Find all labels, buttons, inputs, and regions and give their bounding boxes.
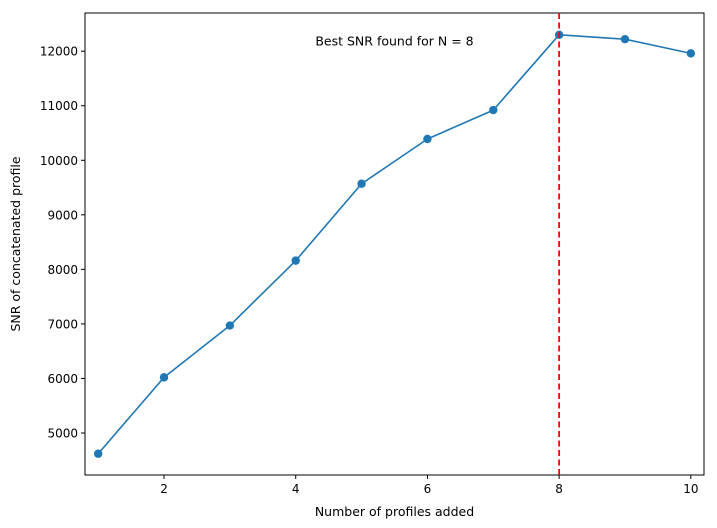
y-axis-title: SNR of concatenated profile (8, 156, 23, 331)
data-point (620, 34, 630, 44)
y-tick-label: 11000 (40, 99, 78, 113)
y-tick-label: 12000 (40, 45, 78, 59)
y-tick-label: 5000 (47, 427, 78, 441)
axes-frame (84, 12, 705, 476)
data-point (225, 321, 235, 330)
x-tick-label: 10 (683, 482, 698, 496)
plot-area: 2 4 6 8 10 5000 6000 7000 8000 9000 10000 11000 1200… (40, 12, 705, 496)
data-point (159, 373, 169, 382)
y-tick-label: 10000 (40, 154, 78, 168)
x-tick-label: 8 (555, 482, 563, 496)
data-point (686, 49, 696, 58)
y-tick-label: 8000 (47, 263, 78, 277)
data-point (489, 105, 498, 115)
y-tick-label: 6000 (47, 372, 78, 386)
x-axis-title: Number of profiles added (315, 504, 474, 519)
best-snr-annotation: Best SNR found for N = 8 (315, 33, 473, 48)
y-tick-label: 9000 (47, 208, 78, 222)
data-point (291, 256, 300, 265)
x-tick-label: 2 (160, 482, 168, 496)
data-point (423, 134, 432, 144)
y-tick-label: 7000 (47, 317, 78, 331)
data-point (93, 449, 103, 458)
x-tick-label: 4 (292, 482, 300, 496)
data-point (357, 179, 366, 188)
x-tick-label: 6 (424, 482, 432, 496)
series-line (97, 34, 691, 455)
